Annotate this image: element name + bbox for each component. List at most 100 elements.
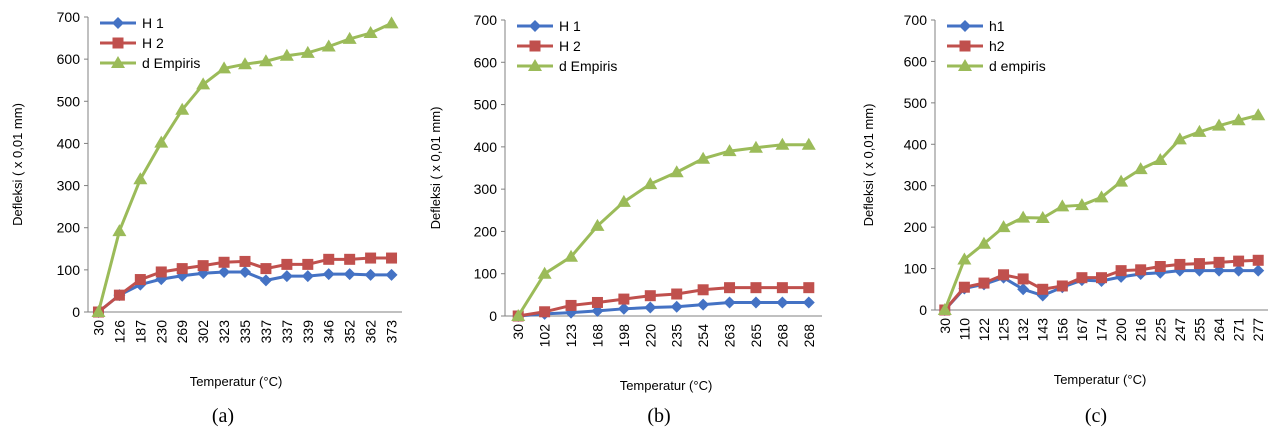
x-tick-label: 235 (669, 324, 685, 348)
data-point (1233, 255, 1245, 267)
data-point (776, 296, 789, 309)
y-tick-label: 0 (489, 308, 497, 324)
legend-label: d Empiris (559, 58, 617, 74)
data-point (1016, 210, 1031, 223)
series-2 (939, 254, 1264, 316)
x-axis-title: Temperatur (°C) (190, 374, 283, 389)
data-point (1076, 272, 1088, 284)
x-tick-label: 125 (996, 318, 1012, 342)
data-point (300, 45, 315, 58)
data-point (978, 277, 990, 289)
x-tick-label: 110 (956, 318, 972, 341)
data-point (1231, 113, 1246, 126)
data-point (344, 253, 356, 265)
x-tick-label: 174 (1094, 318, 1110, 342)
data-point (323, 253, 335, 265)
y-axis-title: Defleksi ( x 0,01 mm) (428, 107, 443, 230)
x-tick-label: 167 (1074, 318, 1090, 342)
data-point (644, 301, 657, 314)
data-point (976, 236, 991, 249)
x-tick-label: 263 (722, 324, 738, 348)
data-point (511, 309, 526, 321)
data-point (722, 144, 737, 157)
data-point (616, 194, 631, 207)
x-tick-label: 337 (258, 320, 274, 344)
data-point (364, 268, 377, 281)
x-tick-label: 269 (174, 320, 190, 344)
data-point (591, 296, 603, 308)
y-tick-label: 0 (72, 304, 80, 320)
data-point (302, 258, 314, 270)
data-point (260, 263, 272, 275)
x-axis-title: Temperatur (°C) (1054, 372, 1147, 387)
data-point (134, 274, 146, 286)
data-point (239, 255, 251, 267)
y-tick-label: 200 (57, 220, 81, 236)
x-axis-title: Temperatur (°C) (620, 378, 713, 393)
x-tick-label: 346 (321, 320, 337, 344)
y-tick-label: 100 (474, 266, 498, 282)
x-tick-label: 30 (510, 324, 526, 340)
legend-marker (959, 40, 971, 52)
x-tick-label: 373 (384, 320, 400, 344)
y-tick-label: 300 (474, 181, 498, 197)
data-point (801, 137, 816, 150)
y-tick-label: 500 (904, 95, 928, 111)
x-tick-label: 143 (1035, 318, 1051, 342)
data-point (1114, 174, 1129, 187)
data-point (365, 252, 377, 264)
data-point (91, 305, 106, 317)
data-point (385, 268, 398, 281)
data-point (175, 102, 190, 115)
data-point (590, 218, 605, 231)
data-point (1252, 254, 1264, 266)
series-2 (92, 252, 398, 318)
data-point (998, 269, 1010, 281)
caption-a: (a) (211, 405, 235, 427)
legend-label: d Empiris (142, 55, 200, 71)
legend: H 1 H 2 d Empiris (517, 18, 617, 74)
data-point (724, 282, 736, 294)
x-tick-label: 200 (1113, 318, 1129, 342)
data-point (343, 268, 356, 281)
data-point (342, 31, 357, 44)
data-point (1193, 258, 1205, 270)
data-point (113, 289, 125, 301)
x-tick-label: 265 (748, 324, 764, 348)
series-1 (92, 265, 398, 318)
data-point (218, 256, 230, 268)
data-point (996, 220, 1011, 233)
data-point (748, 140, 763, 153)
data-point (1115, 265, 1127, 277)
data-point (669, 165, 684, 178)
y-tick-label: 100 (904, 261, 928, 277)
data-point (281, 258, 293, 270)
data-point (1094, 190, 1109, 203)
legend-label: h2 (989, 38, 1005, 54)
legend: H 1 H 2 d Empiris (100, 15, 200, 71)
y-tick-label: 500 (57, 93, 81, 109)
x-tick-label: 30 (90, 320, 106, 336)
y-tick-label: 200 (474, 223, 498, 239)
y-tick-label: 400 (904, 136, 928, 152)
data-point (539, 306, 551, 318)
data-point (803, 282, 815, 294)
data-point (112, 224, 127, 237)
x-tick-label: 168 (589, 324, 605, 348)
x-tick-label: 156 (1054, 318, 1070, 342)
series-3 (511, 137, 816, 321)
x-tick-label: 302 (195, 320, 211, 344)
y-tick-label: 700 (474, 12, 498, 28)
data-point (322, 268, 335, 281)
data-point (1212, 118, 1227, 131)
data-point (154, 135, 169, 148)
data-point (644, 290, 656, 302)
data-point (697, 298, 710, 311)
y-tick-label: 600 (474, 54, 498, 70)
y-tick-label: 100 (57, 262, 81, 278)
data-point (176, 263, 188, 275)
data-point (133, 172, 148, 185)
data-point (565, 299, 577, 311)
y-tick-label: 200 (904, 219, 928, 235)
y-tick-label: 600 (904, 53, 928, 69)
